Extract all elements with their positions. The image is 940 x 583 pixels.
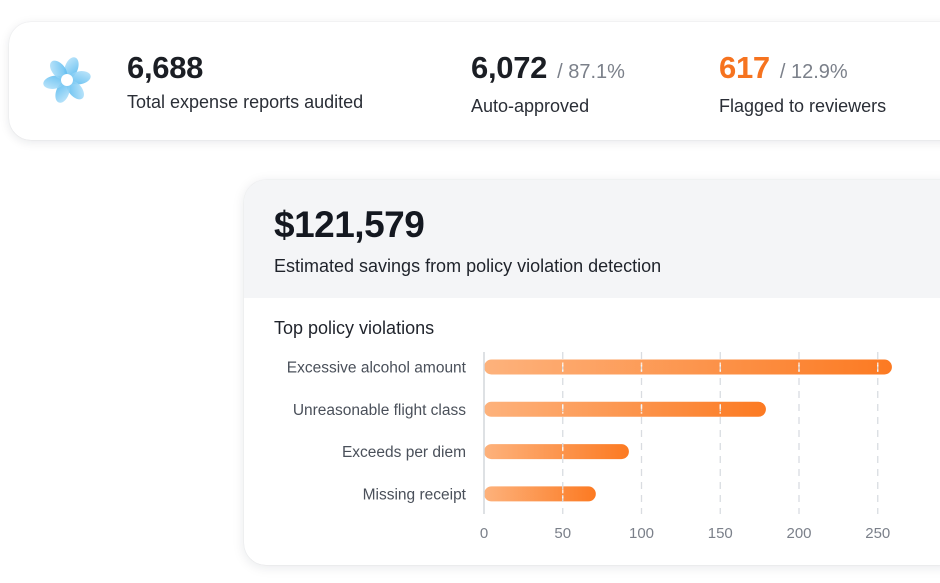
- stat-auto-approved-pct: / 87.1%: [557, 61, 625, 83]
- stat-flagged-pct: / 12.9%: [779, 61, 848, 83]
- stat-auto-approved-value-row: 6,072 / 87.1%: [471, 50, 625, 90]
- savings-value: $121,579: [274, 204, 425, 245]
- tick-label: 200: [786, 525, 811, 542]
- violations-chart: 0 50 100 150 200 250 Excessive alcohol amount U…: [287, 352, 892, 542]
- savings-card: $121,579 Estimated savings from policy v…: [244, 180, 940, 565]
- stat-total-value: 6,688: [127, 50, 204, 85]
- tick-label: 50: [554, 525, 571, 542]
- stat-flagged: 617 / 12.9% Flagged to reviewers: [719, 50, 886, 117]
- tick-label: 150: [708, 525, 733, 542]
- savings-header: [244, 180, 940, 298]
- category-label: Exceeds per diem: [342, 444, 466, 461]
- stat-auto-approved-label: Auto-approved: [471, 96, 590, 116]
- violation-bar: [484, 401, 766, 417]
- flower-logo-icon: [43, 57, 91, 103]
- tick-label: 250: [865, 525, 890, 542]
- savings-label: Estimated savings from policy violation …: [274, 256, 662, 276]
- stat-flagged-value: 617: [719, 50, 770, 85]
- tick-label: 0: [480, 525, 488, 542]
- stat-total-label: Total expense reports audited: [127, 92, 364, 112]
- tick-label: 100: [629, 525, 654, 542]
- stat-flagged-value-row: 617 / 12.9%: [719, 50, 886, 90]
- category-label: Missing receipt: [363, 486, 467, 503]
- stat-total-reports: 6,688 Total expense reports audited: [127, 50, 363, 113]
- violations-title: Top policy violations: [274, 318, 435, 338]
- violation-bar: [484, 359, 892, 375]
- category-label: Unreasonable flight class: [293, 402, 466, 419]
- violation-bar: [484, 444, 629, 460]
- stat-flagged-label: Flagged to reviewers: [719, 96, 887, 116]
- category-label: Excessive alcohol amount: [287, 360, 467, 377]
- stat-auto-approved: 6,072 / 87.1% Auto-approved: [471, 50, 625, 117]
- violation-bar: [484, 486, 596, 502]
- stats-card: 6,688 Total expense reports audited 6,07…: [9, 22, 940, 140]
- stat-auto-approved-value: 6,072: [471, 50, 548, 85]
